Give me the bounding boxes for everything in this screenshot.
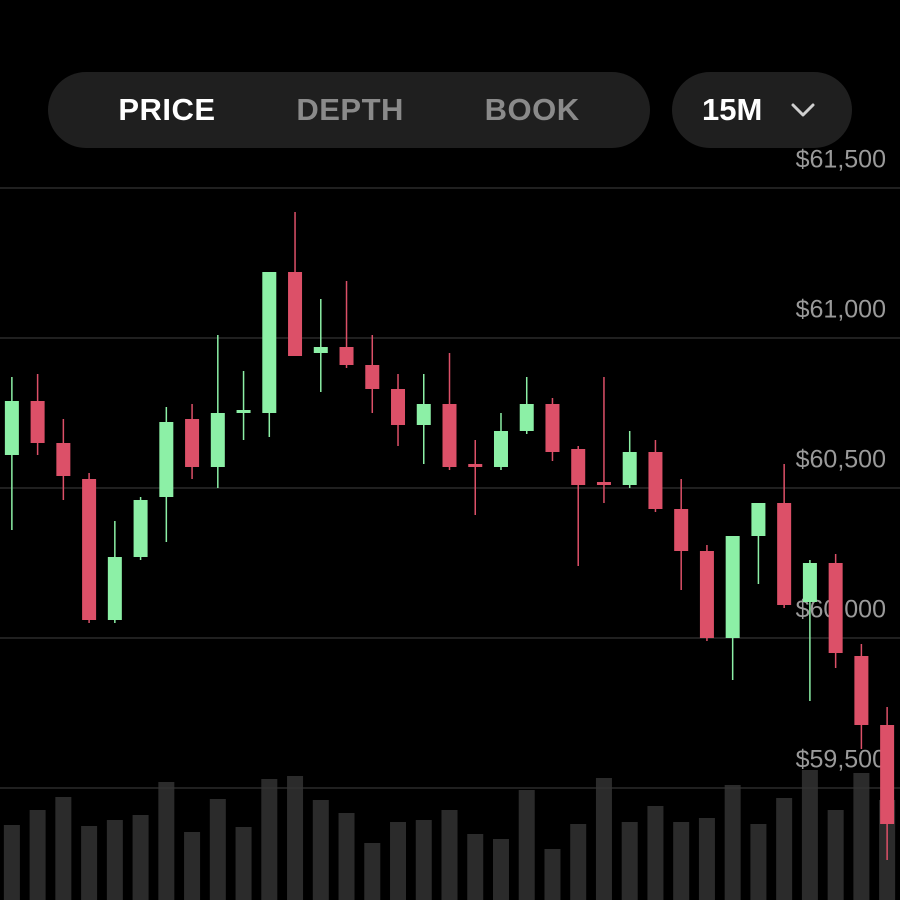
candle-body: [56, 443, 71, 476]
candle-body: [622, 452, 637, 485]
candle-body: [545, 404, 560, 452]
candle-body: [416, 404, 431, 425]
volume-bar: [698, 818, 715, 900]
candle-body: [751, 503, 766, 536]
y-tick-label: $61,500: [796, 146, 886, 174]
candle-body: [648, 452, 663, 509]
volume-bar: [544, 849, 561, 900]
volume-bar: [3, 825, 20, 900]
volume-bar: [364, 843, 381, 900]
candle-body: [699, 551, 714, 638]
candle-body: [82, 479, 97, 620]
candle-body: [519, 404, 534, 431]
candle-body: [210, 413, 225, 467]
volume-bar: [801, 770, 818, 900]
interval-dropdown[interactable]: 15M: [672, 72, 852, 148]
volume-bar: [106, 820, 123, 900]
candle-body: [262, 272, 277, 413]
tab[interactable]: BOOK: [484, 92, 580, 127]
tab[interactable]: PRICE: [118, 92, 216, 127]
volume-bar: [647, 806, 664, 900]
chevron-icon: [791, 103, 815, 117]
candle-body: [185, 419, 200, 467]
volume-bar: [750, 824, 767, 900]
volume-bar: [312, 800, 329, 900]
volume-bar: [595, 778, 612, 900]
volume-bar: [570, 824, 587, 900]
candle-body: [30, 401, 45, 443]
candle-body: [571, 449, 586, 485]
volume-bar: [776, 798, 793, 900]
volume-bar: [492, 839, 509, 900]
candle-body: [802, 563, 817, 602]
candle-body: [313, 347, 328, 353]
candle-body: [365, 365, 380, 389]
volume-bar: [184, 832, 201, 900]
volume-bar: [261, 779, 278, 900]
candle-body: [674, 509, 689, 551]
candle-body: [468, 464, 483, 467]
y-tick-label: $59,500: [796, 746, 886, 774]
candle-body: [596, 482, 611, 485]
volume-bar: [827, 810, 844, 900]
volume-bar: [724, 785, 741, 900]
candle-body: [4, 401, 19, 455]
candle-body: [854, 656, 869, 725]
candle-body: [725, 536, 740, 638]
volume-bar: [132, 815, 149, 900]
volume-bar: [29, 810, 46, 900]
candle-body: [391, 389, 406, 425]
candle-body: [442, 404, 457, 467]
volume-bar: [158, 782, 175, 900]
candle-body: [777, 503, 792, 605]
volume-bar: [338, 813, 355, 900]
candle-body: [159, 422, 174, 497]
volume-bar: [415, 820, 432, 900]
candle-body: [107, 557, 122, 620]
candle-body: [880, 725, 895, 824]
candle-body: [236, 410, 251, 413]
volume-bar: [209, 799, 226, 900]
volume-bar: [441, 810, 458, 900]
volume-bar: [55, 797, 72, 900]
tab-bar: PRICE DEPTH BOOK: [48, 72, 650, 148]
volume-bar: [518, 790, 535, 900]
candle-body: [288, 272, 303, 356]
interval-label: 15M: [702, 92, 763, 127]
volume-bar: [235, 827, 252, 900]
volume-bar: [287, 776, 304, 900]
volume-bar: [390, 822, 407, 900]
volume-bar: [467, 834, 484, 900]
volume-bar: [81, 826, 98, 900]
candle-body: [339, 347, 354, 365]
tab[interactable]: DEPTH: [296, 92, 404, 127]
volume-bar: [621, 822, 638, 900]
candle-body: [493, 431, 508, 467]
candle-body: [133, 500, 148, 557]
volume-bar: [853, 773, 870, 900]
candle-body: [828, 563, 843, 653]
y-tick-label: $61,000: [796, 296, 886, 324]
volume-bar: [673, 822, 690, 900]
y-tick-label: $60,500: [796, 446, 886, 474]
